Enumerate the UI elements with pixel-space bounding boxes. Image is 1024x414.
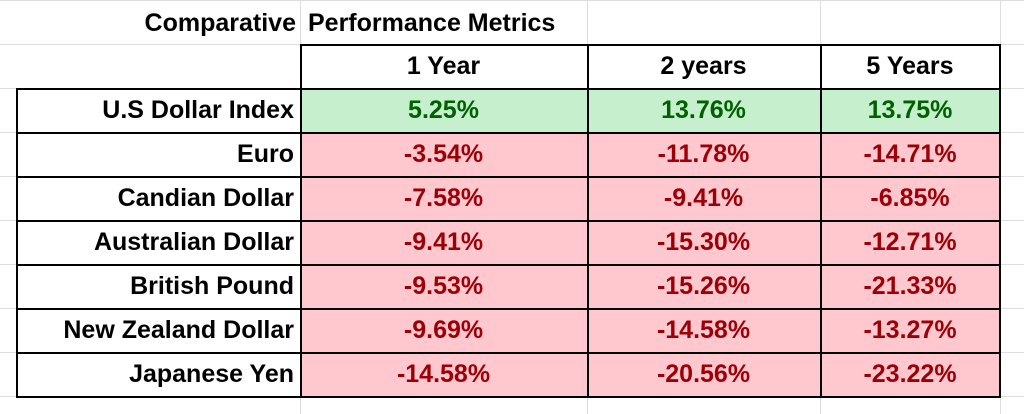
table-border [300,44,302,398]
value-cell[interactable]: -20.56% [587,352,820,396]
value-text: -13.27% [863,315,957,344]
header-cell-2-years[interactable]: 2 years [587,44,820,88]
value-cell[interactable]: -23.22% [820,352,1000,396]
row-label-new-zealand-dollar[interactable]: New Zealand Dollar [16,308,300,352]
value-cell[interactable]: -15.30% [587,220,820,264]
table-border [16,88,18,398]
table-border [16,132,1001,134]
value-cell[interactable]: -11.78% [587,132,820,176]
value-text: -15.30% [656,227,751,256]
value-cell[interactable]: -9.41% [587,176,820,220]
value-text: 5.25% [408,95,479,124]
value-cell[interactable]: 13.76% [587,88,820,132]
value-cell[interactable]: -9.69% [300,308,587,352]
value-cell[interactable]: -14.58% [300,352,587,396]
value-text: -12.71% [863,227,957,256]
row-label-text: U.S Dollar Index [102,95,294,124]
value-text: -7.58% [403,183,484,212]
table-border [16,264,1001,266]
value-cell[interactable]: -15.26% [587,264,820,308]
row-label-japanese-yen[interactable]: Japanese Yen [16,352,300,396]
row-label-british-pound[interactable]: British Pound [16,264,300,308]
value-text: -21.33% [863,271,957,300]
value-cell[interactable]: -21.33% [820,264,1000,308]
value-text: -20.56% [656,359,751,388]
gridline [0,0,1024,1]
row-label-australian-dollar[interactable]: Australian Dollar [16,220,300,264]
value-cell[interactable]: -14.71% [820,132,1000,176]
value-text: -9.69% [403,315,484,344]
table-border [16,220,1001,222]
table-border [820,44,822,398]
value-text: -9.41% [663,183,744,212]
value-cell[interactable]: -12.71% [820,220,1000,264]
value-cell[interactable]: -7.58% [300,176,587,220]
value-text: -9.53% [403,271,484,300]
header-label: 5 Years [866,51,954,80]
value-text: -15.26% [656,271,751,300]
table-border [16,176,1001,178]
value-cell[interactable]: -14.58% [587,308,820,352]
value-text: 13.76% [661,95,746,124]
row-label-text: Japanese Yen [129,359,294,388]
value-text: -11.78% [657,139,750,168]
row-label-text: British Pound [130,271,294,300]
value-cell[interactable]: -3.54% [300,132,587,176]
header-label: 2 years [660,51,747,80]
value-text: -14.58% [396,359,491,388]
header-label: 1 Year [406,51,481,80]
title-cell-left[interactable]: Comparative [0,2,300,44]
table-border [16,88,1001,90]
value-cell[interactable]: -13.27% [820,308,1000,352]
table-border [587,44,589,398]
value-text: 13.75% [867,95,953,124]
value-text: -9.41% [403,227,484,256]
table-border [16,396,1001,398]
value-cell[interactable]: -6.85% [820,176,1000,220]
value-text: -14.71% [863,139,957,168]
table-border [16,352,1001,354]
title-right-text: Performance Metrics [308,8,556,37]
title-left-text: Comparative [144,8,296,37]
row-label-us-dollar-index[interactable]: U.S Dollar Index [16,88,300,132]
value-cell[interactable]: -9.41% [300,220,587,264]
value-text: -3.54% [403,139,484,168]
row-label-text: New Zealand Dollar [63,315,294,344]
row-label-euro[interactable]: Euro [16,132,300,176]
row-label-text: Australian Dollar [93,227,294,256]
row-label-text: Candian Dollar [117,183,294,212]
table-border [16,308,1001,310]
value-cell[interactable]: 13.75% [820,88,1000,132]
value-cell[interactable]: -9.53% [300,264,587,308]
value-text: -14.58% [656,315,751,344]
table-border [999,44,1001,398]
table-border [300,44,1001,46]
value-cell[interactable]: 5.25% [300,88,587,132]
value-text: -6.85% [870,183,950,212]
title-cell-right[interactable]: Performance Metrics [300,2,820,44]
row-label-candian-dollar[interactable]: Candian Dollar [16,176,300,220]
header-cell-5-years[interactable]: 5 Years [820,44,1000,88]
value-text: -23.22% [863,359,957,388]
header-cell-1-year[interactable]: 1 Year [300,44,587,88]
row-label-text: Euro [237,139,294,168]
